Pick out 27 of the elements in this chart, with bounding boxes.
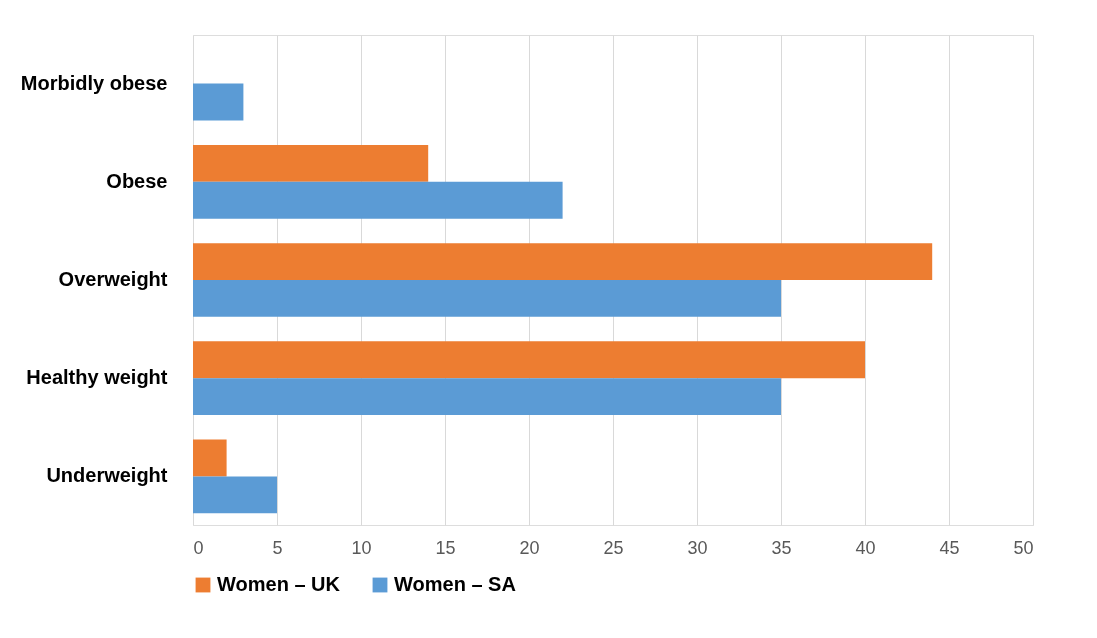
bar xyxy=(193,378,781,416)
y-tick-label: Obese xyxy=(106,169,168,192)
bar xyxy=(193,341,865,379)
x-tick-label: 15 xyxy=(435,537,456,558)
x-tick-label: 0 xyxy=(193,537,204,558)
bar xyxy=(193,476,277,514)
bar xyxy=(193,439,227,477)
x-tick-label: 20 xyxy=(519,537,540,558)
x-tick-label: 25 xyxy=(603,537,624,558)
bar xyxy=(193,243,933,280)
legend-label: Women – SA xyxy=(394,573,516,595)
y-tick-label: Overweight xyxy=(58,268,168,290)
bar xyxy=(193,83,244,121)
y-tick-label: Morbidly obese xyxy=(20,71,168,94)
y-tick-label: Underweight xyxy=(46,464,168,487)
y-tick-label: Healthy weight xyxy=(26,366,168,389)
legend-label: Women – UK xyxy=(217,573,341,595)
bar xyxy=(193,181,563,219)
x-tick-label: 10 xyxy=(351,537,372,558)
x-tick-label: 45 xyxy=(939,537,960,558)
bar xyxy=(193,144,429,182)
x-tick-label: 50 xyxy=(1013,537,1034,558)
x-tick-label: 5 xyxy=(272,537,283,558)
x-tick-label: 40 xyxy=(855,537,876,558)
bar xyxy=(193,280,781,317)
x-tick-label: 30 xyxy=(687,537,708,558)
x-tick-label: 35 xyxy=(771,537,792,558)
